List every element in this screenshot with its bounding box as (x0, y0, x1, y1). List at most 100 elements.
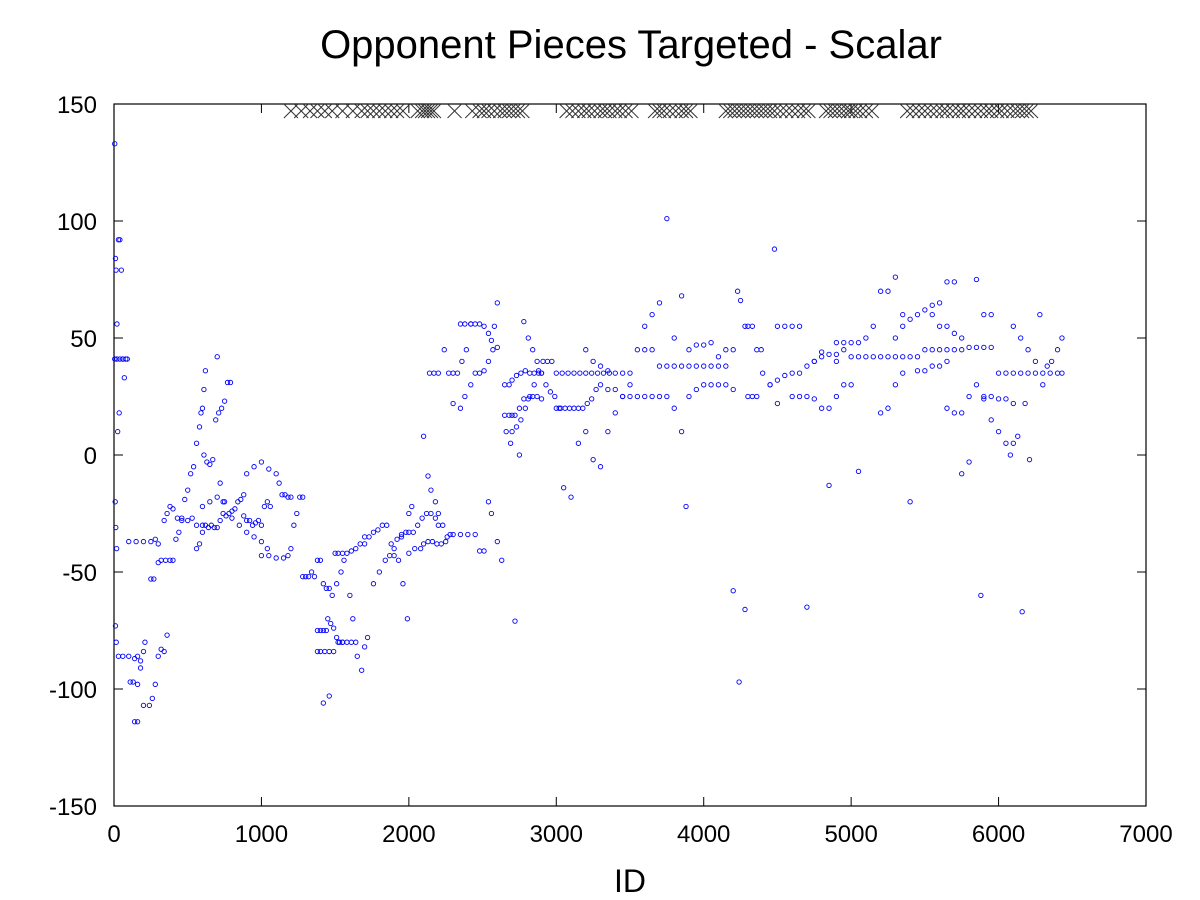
data-point (518, 370, 524, 376)
data-point (580, 405, 586, 411)
data-point (929, 311, 935, 318)
data-point (730, 386, 736, 393)
data-point (1037, 311, 1043, 318)
x-marker (784, 103, 800, 119)
data-point (344, 550, 350, 556)
data-point (297, 494, 303, 500)
data-point (152, 681, 158, 687)
data-point (211, 524, 217, 531)
x-marker (576, 103, 592, 119)
data-point (518, 417, 524, 423)
data-point (656, 363, 663, 369)
x-tick-label: 3000 (530, 821, 583, 848)
data-point (333, 634, 340, 641)
data-point (605, 428, 611, 435)
data-point (715, 363, 722, 369)
x-marker (293, 103, 309, 119)
data-point (767, 382, 773, 388)
x-marker (377, 103, 393, 119)
data-point (1010, 323, 1016, 329)
data-point (314, 627, 321, 634)
data-point (736, 679, 742, 685)
x-marker (951, 103, 967, 119)
x-marker (905, 103, 921, 119)
data-point (220, 510, 226, 517)
x-marker (1019, 103, 1034, 119)
data-point (1010, 400, 1016, 407)
data-point (995, 370, 1002, 376)
data-point (338, 569, 344, 575)
x-marker (310, 103, 325, 119)
data-point (656, 393, 663, 400)
data-point (161, 648, 167, 655)
x-marker (939, 103, 955, 119)
data-point (922, 307, 928, 313)
data-point (502, 382, 508, 388)
data-point (185, 487, 191, 493)
data-point (361, 534, 368, 540)
data-point (642, 347, 648, 353)
data-point (251, 534, 257, 540)
data-point (929, 302, 935, 308)
data-point (535, 370, 542, 376)
x-marker (762, 103, 778, 119)
data-point (361, 644, 368, 650)
data-point (1054, 370, 1061, 376)
data-point (671, 363, 677, 369)
data-point (571, 405, 577, 411)
data-point (161, 517, 167, 524)
data-point (179, 517, 185, 524)
data-point (444, 534, 450, 540)
data-point (388, 541, 394, 547)
data-point (376, 569, 383, 575)
data-point (506, 382, 512, 388)
data-point (323, 627, 329, 634)
data-point (1026, 457, 1033, 463)
data-point (981, 344, 987, 351)
data-point (134, 653, 141, 659)
data-point (583, 347, 589, 353)
data-point (590, 358, 596, 365)
data-point (870, 323, 876, 329)
x-marker (778, 103, 794, 119)
data-point (664, 393, 670, 400)
data-point (749, 323, 756, 329)
data-point (353, 639, 359, 645)
data-point (314, 557, 321, 563)
data-point (357, 541, 363, 547)
data-point (1010, 370, 1016, 376)
data-point (387, 552, 393, 559)
data-point (981, 396, 987, 402)
data-point (841, 340, 847, 346)
data-point (432, 515, 439, 521)
data-point (244, 517, 250, 524)
data-point (134, 681, 141, 687)
data-point (502, 412, 508, 418)
x-marker (790, 103, 806, 119)
data-point (121, 375, 127, 381)
data-point (796, 323, 803, 329)
data-point (468, 321, 474, 327)
data-point (133, 538, 139, 545)
data-point (438, 541, 444, 547)
data-point (476, 321, 483, 327)
data-point (208, 522, 214, 528)
data-point (566, 405, 573, 411)
x-marker (317, 103, 333, 119)
data-point (527, 370, 533, 376)
data-point (226, 510, 232, 517)
data-point (597, 363, 604, 369)
data-point (789, 393, 795, 400)
data-point (205, 524, 212, 531)
data-point (522, 405, 528, 411)
data-point (583, 428, 589, 435)
data-point (531, 382, 537, 388)
data-point (210, 457, 216, 463)
data-point (140, 538, 147, 545)
x-marker (283, 103, 299, 119)
data-point (174, 515, 181, 521)
data-point (282, 492, 288, 498)
data-point (877, 354, 884, 360)
x-marker (360, 103, 375, 119)
data-point (1015, 433, 1021, 439)
